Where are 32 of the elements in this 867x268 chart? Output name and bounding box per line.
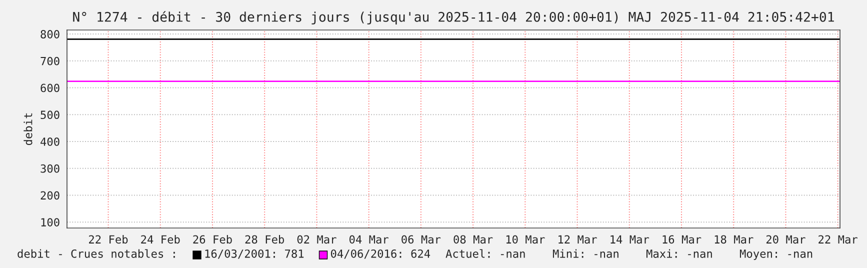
y-tick-label: 700 — [40, 56, 60, 66]
x-tick-label: 10 Mar — [506, 235, 545, 244]
x-tick-label: 28 Feb — [245, 235, 284, 244]
x-tick-label: 04 Mar — [349, 235, 388, 244]
x-tick-label: 22 Mar — [818, 235, 858, 244]
legend-label: 16/03/2001: 781 — [205, 249, 304, 259]
x-tick-label: 08 Mar — [454, 235, 493, 244]
y-axis-title: debit — [24, 113, 32, 146]
text: Moyen: -nan — [740, 250, 812, 260]
x-tick-label: 16 Mar — [662, 235, 702, 244]
text: Mini: -nan — [552, 249, 618, 258]
x-tick-label: 12 Mar — [558, 235, 597, 244]
x-tick-label: 14 Mar — [610, 235, 650, 244]
text: Maxi: -nan — [646, 249, 712, 258]
x-tick-label: 06 Mar — [402, 235, 441, 244]
y-tick-label: 500 — [40, 110, 60, 120]
y-tick-label: 100 — [41, 218, 60, 226]
x-tick-label: 22 Feb — [89, 235, 128, 244]
text: Actuel: -nan — [446, 249, 525, 258]
y-tick-label: 800 — [40, 30, 60, 38]
x-tick-label: 26 Feb — [193, 235, 232, 244]
y-tick-label: 200 — [40, 191, 60, 200]
x-tick-label: 02 Mar — [297, 235, 336, 244]
y-tick-label: 400 — [40, 137, 60, 146]
y-tick-label: 600 — [40, 84, 60, 92]
chart-title: N° 1274 - débit - 30 derniers jours (jusqu'au 2025-11-04 20:00:00+01) MAJ 2025-11-04 21:05:42+01 — [73, 11, 834, 24]
x-tick-label: 24 Feb — [141, 235, 180, 244]
x-tick-label: 18 Mar — [714, 235, 754, 244]
y-tick-label: 300 — [40, 164, 60, 173]
x-tick-label: 20 Mar — [766, 235, 806, 244]
text: debit - Crues notables : — [18, 249, 175, 258]
legend-label: 04/06/2016: 624 — [330, 249, 430, 259]
